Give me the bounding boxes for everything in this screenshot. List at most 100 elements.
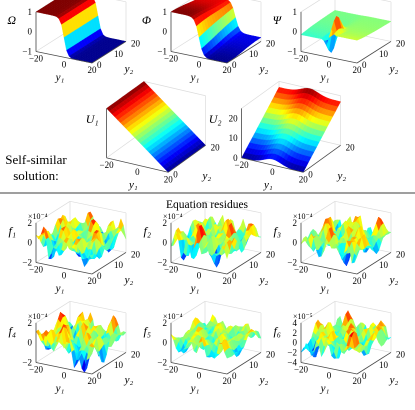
x-axis-line — [300, 362, 358, 375]
z-tick-label: 0 — [233, 153, 238, 163]
y-axis-line — [356, 252, 392, 275]
z-axis-label: f₂ — [143, 224, 151, 238]
x-tick-label: −20 — [235, 160, 250, 170]
surface-patch — [353, 38, 361, 41]
y-axis-label: y₂ — [389, 63, 399, 75]
z-tick-label: 0 — [163, 338, 168, 348]
exponent-label: ×10⁻⁴ — [293, 212, 313, 221]
box-edge — [170, 201, 206, 224]
y-tick-label: 0 — [362, 60, 367, 70]
z-axis-label: U₂ — [209, 112, 222, 126]
x-axis-label: y₁ — [55, 382, 65, 394]
y-tick-label: 10 — [379, 360, 389, 370]
y-tick-label: 20 — [131, 38, 141, 48]
y-axis-line — [356, 352, 392, 375]
y-tick-label: 0 — [97, 371, 102, 381]
box-edge — [69, 200, 127, 214]
x-tick-label: 0 — [62, 270, 67, 280]
x-axis-line — [35, 362, 93, 375]
y-tick-label: 0 — [232, 271, 237, 281]
exponent-label: ×10⁻⁴ — [163, 312, 183, 321]
y-axis-line — [226, 352, 262, 375]
x-tick-label: 0 — [197, 370, 202, 380]
surface-patch — [89, 253, 95, 259]
y-tick-label: 20 — [396, 38, 406, 48]
x-tick-label: 20 — [223, 276, 233, 286]
y-axis-line — [167, 144, 206, 173]
x-tick-label: −20 — [294, 54, 309, 64]
surface-patch — [224, 242, 230, 260]
surface-mesh — [170, 0, 262, 64]
z-tick-label: −2 — [157, 358, 167, 368]
box-edge — [241, 81, 280, 109]
x-axis-line — [106, 157, 169, 173]
x-tick-label: 20 — [353, 65, 363, 75]
surface-patch — [354, 346, 360, 352]
z-axis-label: U₁ — [86, 112, 99, 126]
z-tick-label: −4 — [287, 358, 297, 368]
surface-mesh — [35, 0, 127, 64]
x-tick-label: 0 — [197, 270, 202, 280]
x-axis-label: y₁ — [55, 71, 65, 83]
y-tick-label: 20 — [131, 249, 141, 259]
surface-patch — [354, 249, 360, 263]
y-axis-label: y₂ — [124, 274, 134, 286]
x-tick-label: −20 — [164, 265, 179, 275]
x-tick-label: 0 — [62, 59, 67, 69]
y-tick-label: 10 — [379, 260, 389, 270]
x-tick-label: −20 — [29, 265, 44, 275]
z-tick-label: 0 — [293, 27, 298, 37]
z-tick-label: 0 — [163, 238, 168, 248]
z-tick-label: 1 — [293, 7, 298, 17]
surface-mesh — [170, 214, 262, 268]
z-axis-label: f₅ — [143, 324, 151, 338]
surface-patch — [89, 342, 95, 348]
surface-patch — [224, 349, 230, 359]
y-tick-label: 0 — [362, 271, 367, 281]
x-axis-label: y₁ — [320, 71, 330, 83]
y-axis-label: y₂ — [389, 374, 399, 386]
equation-residues-title: Equation residues — [166, 199, 249, 211]
x-axis-line — [170, 262, 228, 275]
box-edge — [170, 301, 206, 324]
y-tick-label: 0 — [173, 169, 178, 179]
z-tick-label: 0 — [293, 238, 298, 248]
y-tick-label: 0 — [97, 271, 102, 281]
z-tick-label: 1 — [28, 7, 33, 17]
z-tick-label: 2 — [163, 318, 168, 328]
y-axis-line — [91, 252, 127, 275]
exponent-label: ×10⁻⁴ — [28, 312, 48, 321]
self-similar-label-line1: Self-similar — [5, 152, 67, 167]
x-tick-label: 20 — [88, 376, 98, 386]
x-axis-label: y₁ — [190, 282, 200, 294]
y-tick-label: 10 — [114, 360, 124, 370]
box-edge — [69, 300, 127, 314]
x-axis-line — [300, 51, 358, 64]
x-axis-label: y₁ — [190, 382, 200, 394]
x-axis-label: y₁ — [190, 71, 200, 83]
z-tick-label: −2 — [157, 258, 167, 268]
y-axis-line — [91, 352, 127, 375]
box-edge — [300, 0, 321, 13]
x-tick-label: 0 — [135, 167, 140, 177]
surface-mesh — [106, 81, 206, 173]
box-edge — [204, 300, 262, 314]
y-tick-label: 0 — [232, 60, 237, 70]
exponent-label: ×10⁻⁵ — [293, 312, 313, 321]
y-axis-label: y₂ — [202, 170, 212, 182]
x-axis-line — [170, 362, 228, 375]
x-axis-line — [35, 51, 93, 64]
box-edge — [35, 301, 71, 324]
x-tick-label: −20 — [294, 265, 309, 275]
x-tick-label: 0 — [327, 59, 332, 69]
z-axis-label: Ψ — [273, 13, 283, 27]
y-axis-line — [302, 144, 341, 173]
y-axis-label: y₂ — [259, 63, 269, 75]
self-similar-label-line2: solution: — [13, 168, 59, 183]
